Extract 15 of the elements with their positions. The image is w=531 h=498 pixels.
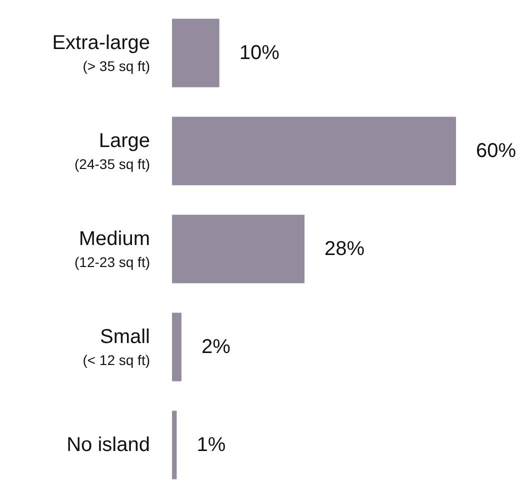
data-label: 28%	[324, 238, 365, 260]
y-tick-label: Extra-large (> 35 sq ft)	[52, 32, 150, 74]
y-tick-label: No island	[66, 434, 150, 456]
y-tick-label: Medium (12-23 sq ft)	[74, 228, 150, 270]
bar	[172, 312, 182, 382]
bar	[172, 410, 177, 480]
data-label: 1%	[196, 434, 226, 456]
y-tick-label: Large (24-35 sq ft)	[74, 130, 150, 172]
bar	[172, 18, 220, 88]
data-label: 2%	[201, 336, 231, 358]
data-label: 60%	[476, 140, 516, 162]
y-tick-label: Small (< 12 sq ft)	[82, 326, 150, 368]
bar	[172, 214, 305, 284]
data-label: 10%	[239, 42, 280, 64]
bar	[172, 116, 456, 186]
